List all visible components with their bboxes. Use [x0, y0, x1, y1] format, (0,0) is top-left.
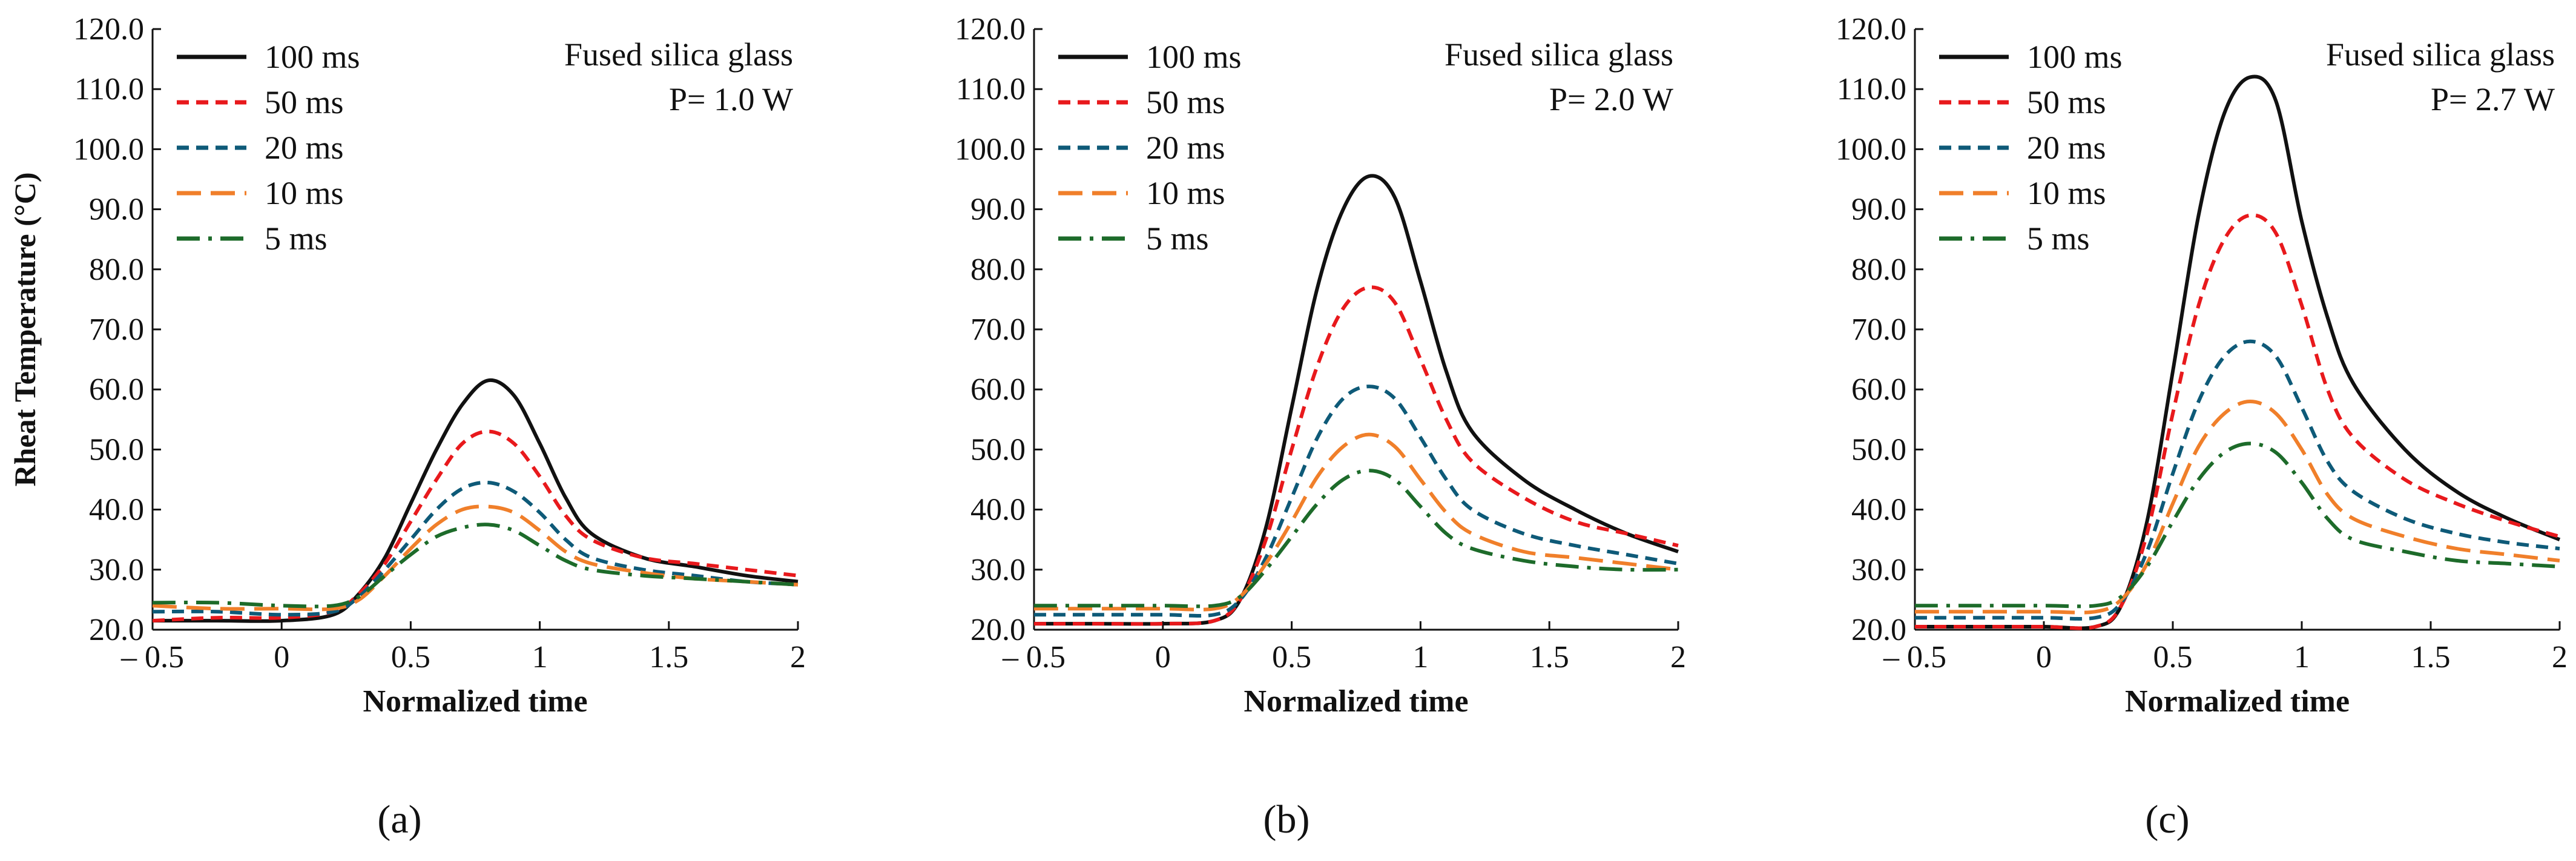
series-line-10ms	[1034, 432, 1679, 612]
x-tick-label: 2	[790, 640, 806, 675]
x-tick-label: – 0.5	[1883, 640, 1946, 675]
legend-label: 50 ms	[1146, 84, 1225, 120]
y-tick-label: 120.0	[955, 12, 1026, 47]
x-tick-label: 0.5	[1272, 640, 1311, 675]
x-tick-label: 1	[1412, 640, 1428, 675]
x-tick-label: – 0.5	[1002, 640, 1066, 675]
y-tick-label: 70.0	[970, 312, 1026, 347]
legend-label: 10 ms	[265, 175, 344, 211]
material-annotation: Fused silica glass	[564, 36, 793, 73]
legend-label: 5 ms	[2027, 220, 2090, 257]
series-line-50ms	[1915, 213, 2560, 630]
y-tick-label: 60.0	[1851, 372, 1906, 407]
y-tick-label: 30.0	[89, 553, 144, 587]
y-tick-label: 70.0	[89, 312, 144, 347]
y-tick-label: 120.0	[73, 12, 144, 47]
legend-label: 100 ms	[1146, 39, 1242, 75]
y-tick-label: 20.0	[970, 613, 1026, 647]
legend-label: 20 ms	[2027, 130, 2106, 166]
x-tick-label: 1.5	[2411, 640, 2451, 675]
series-line-20ms	[1915, 339, 2560, 621]
x-axis-label: Normalized time	[363, 684, 587, 719]
y-tick-label: 90.0	[1851, 193, 1906, 227]
power-annotation: P= 2.7 W	[2431, 81, 2555, 117]
y-tick-label: 30.0	[1851, 553, 1906, 587]
x-tick-label: 0	[2036, 640, 2052, 675]
y-axis-label: Rheat Temperature (°C)	[8, 173, 42, 487]
x-tick-label: 1	[2294, 640, 2310, 675]
series-line-20ms	[152, 480, 799, 617]
y-tick-label: 70.0	[1851, 312, 1906, 347]
x-tick-label: 2	[1670, 640, 1686, 675]
x-tick-label: 1.5	[1530, 640, 1569, 675]
x-axis-label: Normalized time	[1244, 684, 1468, 719]
series-line-20ms	[1033, 384, 1679, 618]
x-tick-label: 0.5	[391, 640, 430, 675]
y-tick-label: 20.0	[1851, 613, 1906, 647]
legend-label: 5 ms	[265, 220, 328, 257]
y-tick-label: 50.0	[89, 432, 144, 467]
legend-label: 10 ms	[2027, 175, 2106, 211]
legend-label: 20 ms	[1146, 130, 1225, 166]
series-line-5ms	[152, 523, 799, 609]
chart-panel-a: 20.030.040.050.060.070.080.090.0100.0110…	[8, 12, 806, 842]
y-tick-label: 90.0	[970, 193, 1026, 227]
y-tick-label: 50.0	[970, 432, 1026, 467]
x-tick-label: 0.5	[2153, 640, 2193, 675]
y-tick-label: 50.0	[1851, 432, 1906, 467]
power-annotation: P= 1.0 W	[669, 81, 793, 117]
legend-label: 100 ms	[265, 39, 360, 75]
panel-label: (a)	[377, 797, 421, 842]
y-tick-label: 80.0	[89, 252, 144, 287]
series-line-50ms	[152, 429, 799, 623]
x-tick-label: 0	[274, 640, 289, 675]
chart-panel-b: 20.030.040.050.060.070.080.090.0100.0110…	[955, 12, 1686, 842]
y-tick-label: 20.0	[89, 613, 144, 647]
x-tick-label: 1.5	[649, 640, 688, 675]
y-tick-label: 80.0	[1851, 252, 1906, 287]
y-tick-label: 100.0	[955, 132, 1026, 167]
legend-label: 50 ms	[2027, 84, 2106, 120]
panel-label: (b)	[1263, 797, 1310, 842]
series-line-5ms	[1914, 441, 2560, 609]
power-annotation: P= 2.0 W	[1549, 81, 1673, 117]
y-tick-label: 40.0	[1851, 493, 1906, 527]
series-line-10ms	[152, 504, 799, 612]
legend-label: 50 ms	[265, 84, 344, 120]
series-line-5ms	[1033, 469, 1679, 609]
y-tick-label: 110.0	[1837, 72, 1906, 107]
x-tick-label: 1	[532, 640, 548, 675]
y-tick-label: 40.0	[970, 493, 1026, 527]
y-tick-label: 100.0	[1836, 132, 1906, 167]
x-tick-label: 0	[1155, 640, 1171, 675]
y-tick-label: 40.0	[89, 493, 144, 527]
y-tick-label: 60.0	[89, 372, 144, 407]
panel-label: (c)	[2145, 797, 2189, 842]
y-tick-label: 100.0	[73, 132, 144, 167]
chart-panel-c: 20.030.040.050.060.070.080.090.0100.0110…	[1836, 12, 2568, 842]
legend-label: 100 ms	[2027, 39, 2123, 75]
legend-label: 10 ms	[1146, 175, 1225, 211]
y-tick-label: 80.0	[970, 252, 1026, 287]
material-annotation: Fused silica glass	[2326, 36, 2555, 73]
x-axis-label: Normalized time	[2125, 684, 2350, 719]
material-annotation: Fused silica glass	[1444, 36, 1673, 73]
legend-label: 5 ms	[1146, 220, 1209, 257]
y-tick-label: 30.0	[970, 553, 1026, 587]
legend-label: 20 ms	[265, 130, 344, 166]
y-tick-label: 60.0	[970, 372, 1026, 407]
y-tick-label: 120.0	[1836, 12, 1906, 47]
series-line-10ms	[1915, 400, 2560, 615]
y-tick-label: 110.0	[74, 72, 144, 107]
series-line-50ms	[1034, 285, 1679, 626]
series-line-100ms	[1915, 74, 2561, 630]
y-tick-label: 90.0	[89, 193, 144, 227]
series-line-100ms	[152, 378, 799, 623]
x-tick-label: – 0.5	[120, 640, 184, 675]
y-tick-label: 110.0	[956, 72, 1026, 107]
x-tick-label: 2	[2552, 640, 2568, 675]
